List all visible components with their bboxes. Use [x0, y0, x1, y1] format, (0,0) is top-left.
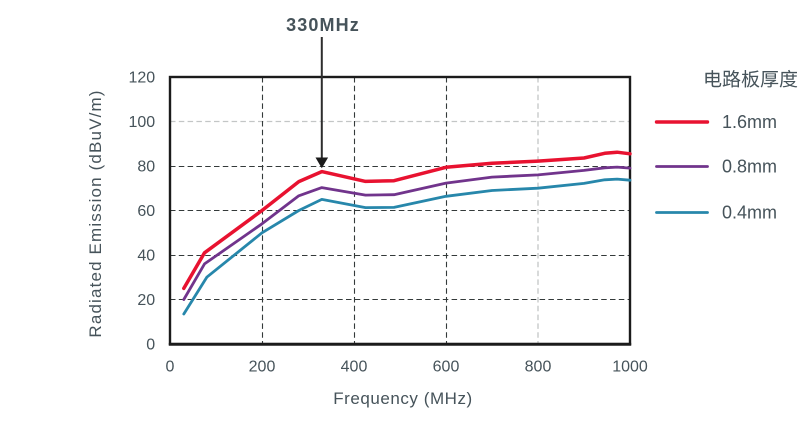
svg-text:0: 0	[166, 359, 175, 376]
svg-text:1.6mm: 1.6mm	[722, 112, 777, 132]
svg-text:60: 60	[137, 203, 155, 220]
svg-text:80: 80	[137, 159, 155, 176]
svg-text:20: 20	[137, 292, 155, 309]
svg-text:Radiated Emission (dBuV/m): Radiated Emission (dBuV/m)	[86, 89, 105, 337]
svg-text:600: 600	[433, 359, 460, 376]
svg-text:1000: 1000	[612, 359, 648, 376]
svg-text:120: 120	[128, 70, 155, 87]
svg-text:800: 800	[525, 359, 552, 376]
svg-text:400: 400	[341, 359, 368, 376]
svg-text:Frequency (MHz): Frequency (MHz)	[333, 389, 473, 408]
svg-text:200: 200	[249, 359, 276, 376]
svg-text:0.4mm: 0.4mm	[722, 203, 777, 223]
svg-text:0: 0	[146, 337, 155, 354]
svg-text:330MHz: 330MHz	[286, 15, 360, 35]
svg-text:0.8mm: 0.8mm	[722, 157, 777, 177]
svg-text:100: 100	[128, 114, 155, 131]
svg-text:40: 40	[137, 248, 155, 265]
